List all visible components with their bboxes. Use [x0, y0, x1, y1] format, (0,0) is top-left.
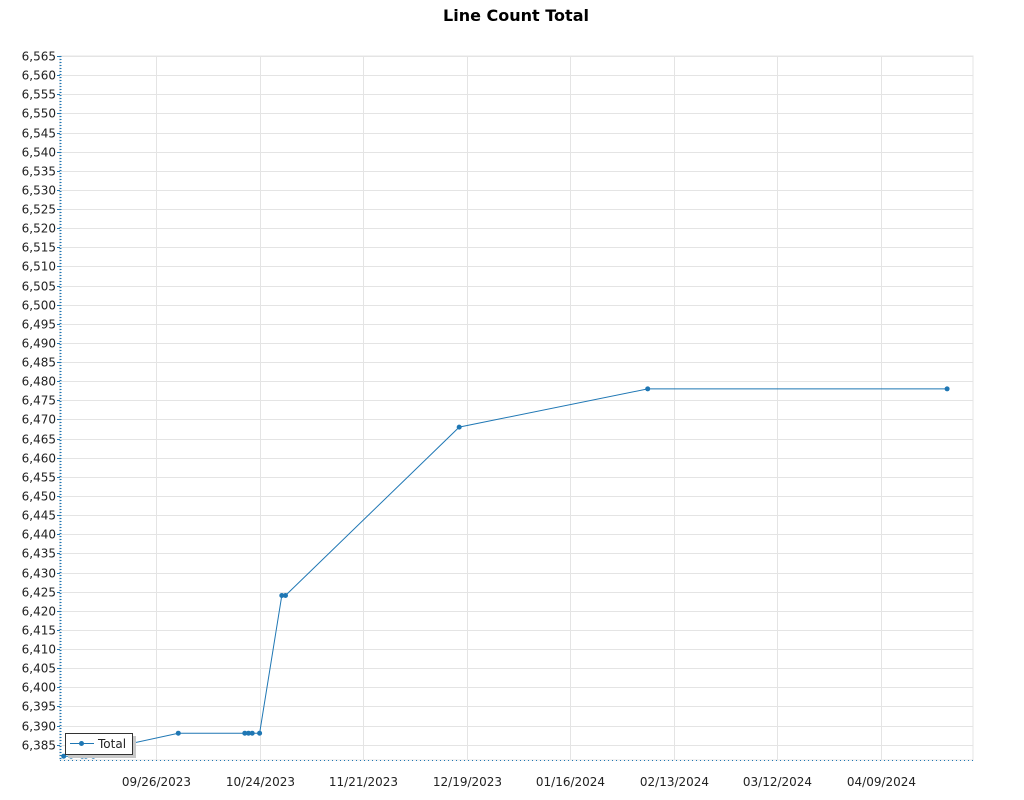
y-tick-label: 6,550 — [22, 107, 56, 121]
y-tick-label: 6,545 — [22, 127, 56, 141]
data-point — [283, 593, 288, 598]
y-tick-label: 6,555 — [22, 88, 56, 102]
series-line-total — [63, 388, 948, 757]
x-tick-label: 09/26/2023 — [122, 775, 191, 789]
y-tick-label: 6,435 — [22, 547, 56, 561]
y-tick-label: 6,495 — [22, 318, 56, 332]
y-tick-label: 6,460 — [22, 452, 56, 466]
y-tick-label: 6,535 — [22, 165, 56, 179]
y-tick-label: 6,470 — [22, 413, 56, 427]
y-tick-label: 6,500 — [22, 299, 56, 313]
y-tick-label: 6,510 — [22, 260, 56, 274]
y-tick-label: 6,390 — [22, 720, 56, 734]
x-tick-label: 01/16/2024 — [536, 775, 605, 789]
y-tick-label: 6,410 — [22, 643, 56, 657]
y-tick-label: 6,525 — [22, 203, 56, 217]
y-tick-label: 6,530 — [22, 184, 56, 198]
data-point — [175, 730, 181, 736]
legend-swatch-total — [70, 739, 94, 749]
y-tick-label: 6,540 — [22, 146, 56, 160]
chart-title: Line Count Total — [443, 6, 589, 25]
x-tick-label: 11/21/2023 — [329, 775, 398, 789]
data-point — [944, 386, 950, 392]
x-tick-label: 03/12/2024 — [743, 775, 812, 789]
plot-border — [59, 55, 974, 761]
y-tick-label: 6,515 — [22, 241, 56, 255]
data-point — [456, 424, 462, 430]
y-tick-label: 6,565 — [22, 50, 56, 64]
y-tick-label: 6,385 — [22, 739, 56, 753]
y-tick-label: 6,475 — [22, 394, 56, 408]
y-tick-label: 6,395 — [22, 700, 56, 714]
y-tick-label: 6,400 — [22, 681, 56, 695]
data-point — [645, 386, 651, 392]
y-tick-label: 6,415 — [22, 624, 56, 638]
x-tick-label: 12/19/2023 — [433, 775, 502, 789]
x-tick-label: 10/24/2023 — [226, 775, 295, 789]
y-tick-label: 6,490 — [22, 337, 56, 351]
data-point — [257, 730, 263, 736]
y-tick-label: 6,480 — [22, 375, 56, 389]
x-tick-label: 04/09/2024 — [847, 775, 916, 789]
data-point — [246, 730, 251, 736]
data-point — [61, 753, 67, 759]
y-tick-label: 6,405 — [22, 662, 56, 676]
y-tick-label: 6,420 — [22, 605, 56, 619]
data-point — [249, 730, 255, 736]
y-tick-label: 6,455 — [22, 471, 56, 485]
x-tick-label: 02/13/2024 — [640, 775, 709, 789]
legend: Total — [65, 733, 133, 755]
y-tick-label: 6,450 — [22, 490, 56, 504]
y-tick-label: 6,430 — [22, 567, 56, 581]
y-tick-label: 6,505 — [22, 280, 56, 294]
data-point — [279, 593, 285, 598]
legend-label-total: Total — [98, 737, 127, 751]
y-tick-label: 6,440 — [22, 528, 56, 542]
y-tick-label: 6,445 — [22, 509, 56, 523]
y-tick-label: 6,425 — [22, 586, 56, 600]
y-tick-label: 6,560 — [22, 69, 56, 83]
data-point — [242, 730, 248, 736]
y-tick-label: 6,485 — [22, 356, 56, 370]
y-tick-label: 6,520 — [22, 222, 56, 236]
y-tick-label: 6,465 — [22, 433, 56, 447]
